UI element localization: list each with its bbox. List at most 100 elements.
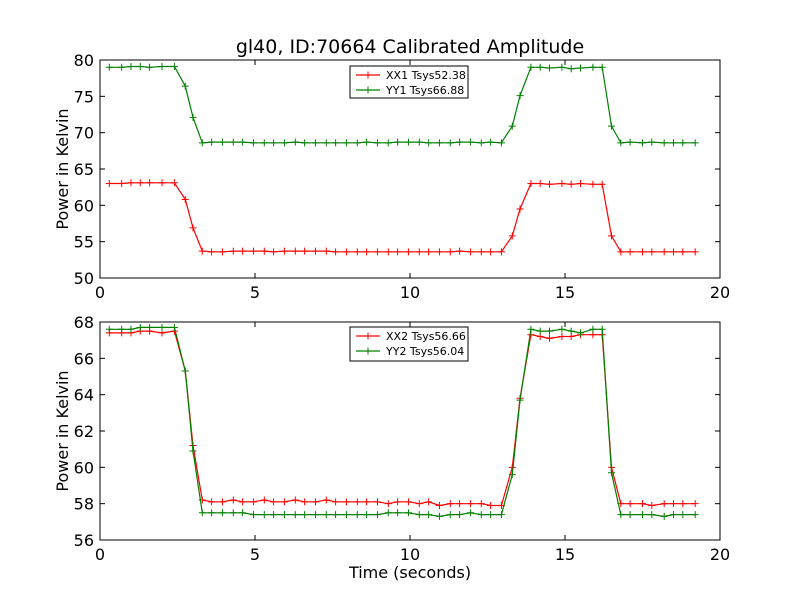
data-point	[218, 248, 226, 256]
data-point	[105, 180, 113, 188]
data-point	[456, 247, 464, 255]
data-point	[342, 248, 350, 256]
data-point	[477, 248, 485, 256]
data-point	[239, 247, 247, 255]
data-point	[679, 139, 687, 147]
data-point	[446, 511, 454, 519]
data-point	[373, 248, 381, 256]
data-point	[291, 247, 299, 255]
legend: XX1 Tsys52.38 YY1 Tsys66.88	[349, 65, 469, 99]
y-axis-label: Power in Kelvin	[53, 108, 72, 229]
data-point	[456, 500, 464, 508]
data-point	[311, 247, 319, 255]
data-point	[679, 511, 687, 519]
data-point	[589, 180, 597, 188]
data-point	[608, 232, 615, 240]
data-point	[425, 511, 433, 519]
x-tick-label: 0	[95, 545, 105, 564]
plot-panel-2: 0 5 10 15 20 56 58 60 62 64 66 68 Power in Kelvin Tim…	[53, 313, 730, 582]
x-tick-label: 10	[400, 283, 420, 302]
data-point	[249, 498, 257, 506]
data-point	[127, 179, 135, 187]
data-point	[229, 496, 237, 504]
y-tick-label: 68	[74, 313, 94, 332]
data-point	[181, 367, 189, 375]
data-point	[118, 180, 126, 188]
data-point	[487, 138, 495, 146]
data-point	[415, 248, 423, 256]
data-point	[546, 327, 553, 335]
y-tick-label: 50	[74, 269, 94, 288]
data-point	[170, 179, 178, 187]
data-point	[332, 248, 340, 256]
data-point	[577, 64, 584, 72]
data-point	[353, 511, 361, 519]
data-point	[567, 180, 575, 188]
data-point	[598, 325, 606, 333]
data-point	[415, 138, 423, 146]
data-point	[136, 323, 144, 331]
y-tick-label: 66	[74, 349, 94, 368]
x-tick-label: 5	[250, 545, 260, 564]
data-point	[435, 512, 443, 520]
data-point	[208, 138, 216, 146]
y-tick-label: 56	[74, 531, 94, 550]
data-point	[239, 509, 247, 517]
data-point	[497, 511, 505, 519]
data-point	[670, 248, 677, 256]
data-point	[301, 511, 309, 519]
data-point	[301, 247, 309, 255]
data-point	[363, 498, 371, 506]
data-point	[670, 511, 677, 519]
data-point	[466, 509, 474, 517]
data-point	[218, 138, 226, 146]
data-point	[425, 139, 433, 147]
y-tick-label: 60	[74, 196, 94, 215]
data-point	[158, 179, 166, 187]
data-point	[260, 511, 268, 519]
data-point	[189, 113, 197, 121]
legend-entry: XX1 Tsys52.38	[386, 69, 466, 82]
x-tick-label: 5	[250, 283, 260, 302]
data-point	[353, 248, 361, 256]
data-point	[208, 248, 216, 256]
data-point	[660, 139, 668, 147]
series-line-2-1	[109, 330, 696, 507]
data-point	[127, 325, 135, 333]
data-point	[487, 511, 495, 519]
data-point	[342, 511, 350, 519]
data-point	[198, 509, 206, 517]
data-point	[394, 509, 402, 517]
data-point	[373, 511, 381, 519]
data-point	[516, 205, 524, 213]
data-point	[280, 511, 288, 519]
data-point	[558, 333, 566, 341]
data-point	[477, 139, 485, 147]
data-point	[516, 396, 524, 404]
data-point	[384, 509, 392, 517]
legend-marker	[364, 71, 372, 79]
data-point	[280, 498, 288, 506]
data-point	[127, 63, 135, 71]
data-point	[291, 138, 299, 146]
data-point	[198, 139, 206, 147]
data-point	[384, 500, 392, 508]
data-point	[239, 138, 247, 146]
x-tick-label: 15	[555, 283, 575, 302]
data-point	[497, 139, 505, 147]
y-tick-label: 58	[74, 495, 94, 514]
data-point	[384, 248, 392, 256]
x-tick-label: 15	[555, 545, 575, 564]
data-point	[260, 139, 268, 147]
data-point	[456, 138, 464, 146]
data-point	[446, 500, 454, 508]
data-point	[373, 498, 381, 506]
data-point	[158, 63, 166, 71]
data-point	[508, 471, 516, 479]
data-point	[239, 498, 247, 506]
data-point	[425, 248, 433, 256]
data-point	[660, 248, 668, 256]
data-point	[487, 248, 495, 256]
x-tick-label: 0	[95, 283, 105, 302]
